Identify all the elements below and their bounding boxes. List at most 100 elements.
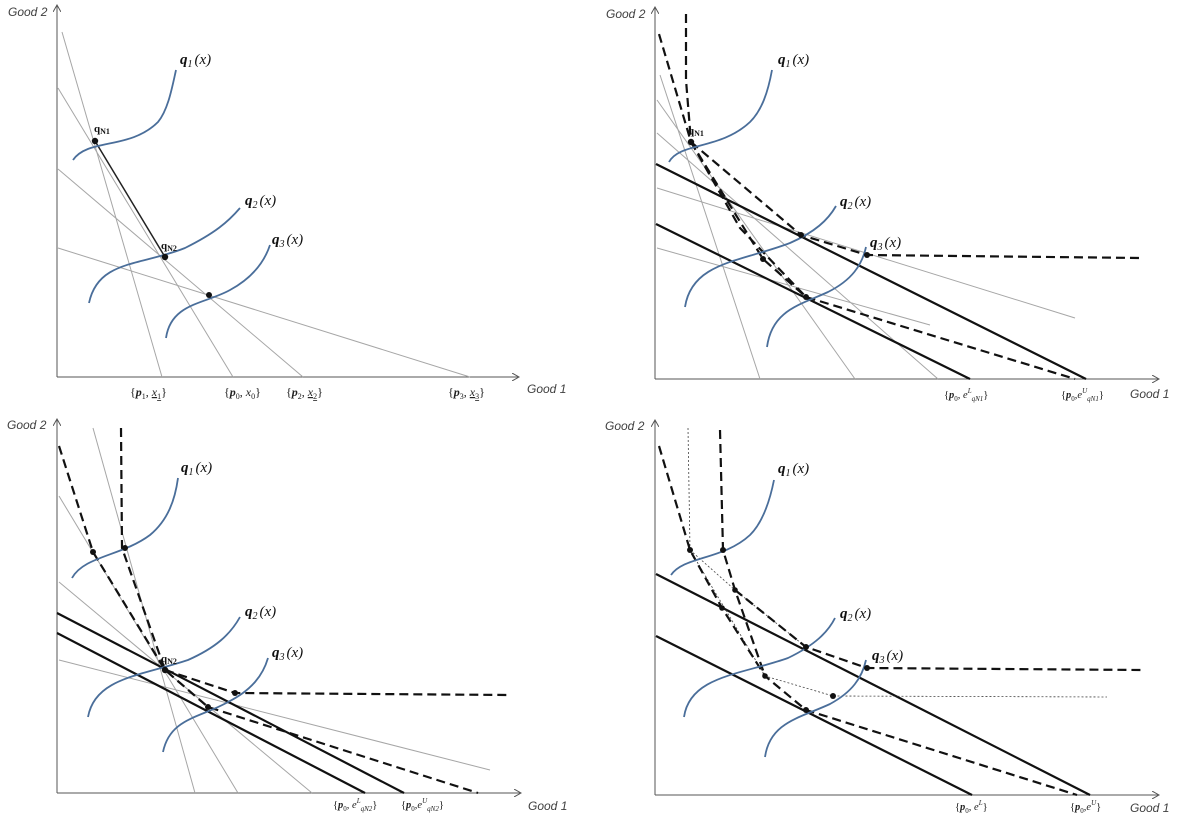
curve-q1 (71, 477, 179, 579)
point (232, 690, 238, 696)
tick-label-eU: {p0,eUqN1} (1061, 387, 1104, 403)
dashed-frontier (734, 589, 1143, 672)
dotted-frontier (689, 549, 807, 648)
panel-1: Good 2 Good 1 q1 (x) q2 (x) q3 (x) qN1 qN2 … (8, 5, 566, 401)
tick-label-p0: {p0, x0} (224, 385, 261, 401)
budget-line-thin (656, 99, 856, 380)
label-q2: q2 (x) (840, 606, 871, 624)
point (687, 547, 693, 553)
budget-line-thin (656, 247, 931, 326)
point (803, 707, 809, 713)
curve-q3 (764, 659, 867, 758)
tick-label-eL: {p0, eLqN1} (944, 387, 988, 403)
curve-q2 (684, 205, 837, 308)
budget-line-thin (58, 495, 239, 794)
dashed-frontier (657, 33, 1076, 381)
label-q2: q2 (x) (245, 604, 276, 622)
expenditure-line-lower (655, 223, 971, 380)
point (798, 232, 804, 238)
panel-4: Good 2 Good 1 q1 (x) q2 (x) q3 (x) {p0, eL}… (605, 419, 1169, 815)
point (760, 256, 766, 262)
point (762, 673, 768, 679)
label-qN2: qN2 (161, 240, 177, 253)
budget-line-p3 (57, 247, 471, 378)
panel-3: Good 2 Good 1 q1 (x) q2 (x) q3 (x) qN2 {p0,… (7, 418, 567, 813)
curve-q3 (162, 657, 269, 753)
x-axis-label: Good 1 (1130, 801, 1169, 815)
curve-q1 (72, 69, 177, 161)
expenditure-line-upper (56, 612, 405, 794)
curve-q2 (683, 617, 836, 718)
label-q3: q3 (x) (272, 232, 303, 250)
point (803, 294, 809, 300)
label-q2: q2 (x) (245, 193, 276, 211)
label-qN1: qN1 (688, 125, 704, 138)
label-q1: q1 (x) (181, 460, 212, 478)
label-q3: q3 (x) (272, 645, 303, 663)
point-qN1 (687, 138, 695, 146)
tick-label-eU: {p0,eU} (1070, 799, 1101, 815)
budget-line-p2 (57, 168, 304, 378)
expenditure-line-upper (655, 573, 1091, 796)
label-q1: q1 (x) (180, 52, 211, 70)
x-axis-label: Good 1 (527, 382, 566, 396)
point-qN1 (91, 137, 99, 145)
point (803, 644, 809, 650)
point (864, 252, 870, 258)
dashed-frontier (164, 668, 511, 697)
dashed-frontier (718, 429, 767, 677)
y-axis-label: Good 2 (7, 418, 47, 432)
label-q2: q2 (x) (840, 194, 871, 212)
panel-2: Good 2 Good 1 q1 (x) q2 (x) q3 (x) qN1 {p0,… (606, 7, 1169, 403)
curve-q1 (670, 479, 775, 576)
expenditure-line-lower (56, 632, 366, 794)
dashed-frontier (690, 141, 1143, 260)
budget-line-thin (58, 581, 313, 794)
budget-line-p0 (57, 87, 234, 378)
expenditure-line-upper (655, 163, 1087, 380)
tick-label-eU: {p0,eUqN2} (401, 797, 444, 813)
budget-line-p1 (61, 31, 163, 378)
tick-label-eL: {p0, eL} (955, 799, 988, 815)
y-axis-label: Good 2 (605, 419, 645, 433)
curve-q2 (87, 616, 241, 718)
budget-line-thin (58, 659, 491, 771)
dashed-frontier (684, 14, 693, 143)
point-qN2 (161, 666, 169, 674)
dashed-frontier (657, 445, 1078, 797)
y-axis-label: Good 2 (606, 7, 646, 21)
point (830, 693, 836, 699)
budget-line-thin (659, 74, 761, 380)
label-qN1: qN1 (94, 123, 110, 136)
tick-label-p3: {p3, x3} (448, 385, 485, 401)
label-q3: q3 (x) (872, 648, 903, 666)
tick-label-p1: {p1, x1} (130, 385, 167, 401)
segment-qN1-qN2 (94, 140, 166, 258)
point (719, 605, 725, 611)
curve-q3 (165, 244, 271, 339)
y-axis-label: Good 2 (8, 5, 48, 19)
point (864, 665, 870, 671)
point-q3 (206, 292, 212, 298)
label-q3: q3 (x) (870, 235, 901, 253)
tick-label-eL: {p0, eLqN2} (333, 797, 377, 813)
label-q1: q1 (x) (778, 52, 809, 70)
curve-q2 (88, 207, 241, 304)
curve-q3 (766, 246, 867, 348)
dashed-frontier (57, 445, 479, 795)
x-axis-label: Good 1 (1130, 387, 1169, 401)
point (122, 545, 128, 551)
budget-line-thin (656, 132, 939, 380)
label-qN2: qN2 (161, 653, 177, 666)
point (90, 549, 96, 555)
x-axis-label: Good 1 (528, 799, 567, 813)
dashed-frontier (690, 141, 807, 298)
expenditure-line-lower (655, 635, 973, 796)
point-qN2 (161, 253, 169, 261)
curve-q1 (668, 69, 773, 163)
label-q1: q1 (x) (778, 461, 809, 479)
point (720, 547, 726, 553)
tick-label-p2: {p2, x2} (286, 385, 323, 401)
point (205, 704, 211, 710)
